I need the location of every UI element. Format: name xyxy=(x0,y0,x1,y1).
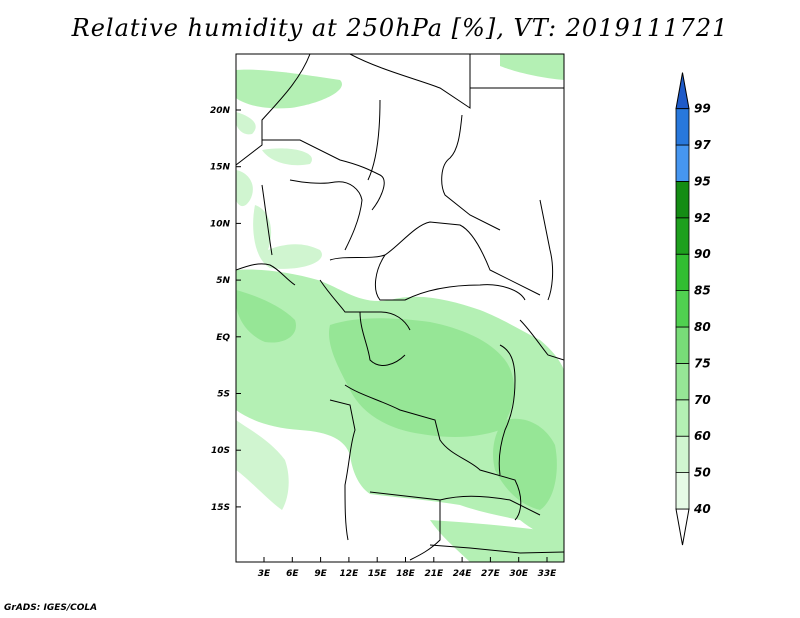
humidity-region-sw xyxy=(236,420,289,510)
lon-label: 18E xyxy=(396,569,416,579)
colorbar-label: 90 xyxy=(694,247,711,261)
colorbar: 40 50 60 70 75 80 85 90 92 95 97 99 xyxy=(675,72,711,546)
colorbar-label: 40 xyxy=(693,502,711,516)
lat-axis: 20N 15N 10N 5N EQ 5S 10S 15S xyxy=(210,106,241,513)
colorbar-box xyxy=(675,144,690,182)
map-title: Relative humidity at 250hPa [%], VT: 201… xyxy=(71,14,729,42)
lon-label: 33E xyxy=(538,569,558,579)
colorbar-label: 92 xyxy=(694,211,711,225)
humidity-region-south xyxy=(430,520,564,562)
colorbar-label: 99 xyxy=(694,102,711,116)
map-frame xyxy=(235,53,565,563)
colorbar-box xyxy=(675,362,690,401)
lat-label: 15S xyxy=(211,503,230,513)
lat-label: 10N xyxy=(210,219,231,229)
humidity-patch-north-west-2 xyxy=(236,112,256,135)
lon-label: 9E xyxy=(314,569,327,579)
lon-label: 6E xyxy=(286,569,299,579)
grads-credit: GrADS: IGES/COLA xyxy=(4,603,98,613)
colorbar-label: 80 xyxy=(694,320,711,334)
colorbar-box xyxy=(675,108,690,146)
lon-label: 21E xyxy=(424,569,444,579)
lat-label: 10S xyxy=(211,446,230,456)
humidity-region-core xyxy=(329,318,515,437)
colorbar-box xyxy=(675,435,690,474)
colorbar-box xyxy=(675,326,690,364)
humidity-region-nw-gulf xyxy=(236,290,296,343)
colorbar-top-arrow xyxy=(675,72,690,110)
lon-label: 27E xyxy=(481,569,501,579)
humidity-patch-mid-west xyxy=(262,148,312,166)
lon-axis: 3E 6E 9E 12E 15E 18E 21E 24E 27E 30E 33E xyxy=(258,557,557,579)
colorbar-label: 95 xyxy=(694,174,711,188)
colorbar-box xyxy=(675,290,690,328)
colorbar-label: 85 xyxy=(694,284,711,298)
colorbar-label: 97 xyxy=(694,138,711,152)
colorbar-bottom-arrow xyxy=(675,508,690,546)
colorbar-label: 50 xyxy=(694,466,711,480)
colorbar-box xyxy=(675,253,690,291)
colorbar-label: 75 xyxy=(694,356,711,370)
lat-label: 5S xyxy=(217,390,230,400)
lat-label: 15N xyxy=(210,163,231,173)
lon-label: 3E xyxy=(258,569,271,579)
colorbar-box xyxy=(675,217,690,255)
colorbar-label: 70 xyxy=(694,393,711,407)
humidity-region-east xyxy=(493,418,557,510)
humidity-patch-sahel xyxy=(236,170,253,207)
lon-label: 15E xyxy=(368,569,388,579)
humidity-patch-gulf xyxy=(253,205,322,269)
lat-label: 5N xyxy=(216,276,230,286)
colorbar-box xyxy=(675,180,690,219)
lat-label: EQ xyxy=(216,333,230,343)
lon-label: 30E xyxy=(509,569,529,579)
colorbar-label: 60 xyxy=(694,429,711,443)
lat-label: 20N xyxy=(210,106,231,116)
humidity-patch-north-east xyxy=(500,54,564,80)
humidity-field xyxy=(236,54,564,562)
lon-label: 12E xyxy=(340,569,360,579)
country-borders xyxy=(236,54,564,561)
lon-label: 24E xyxy=(453,569,473,579)
colorbar-box xyxy=(675,399,690,437)
colorbar-box xyxy=(675,472,690,510)
